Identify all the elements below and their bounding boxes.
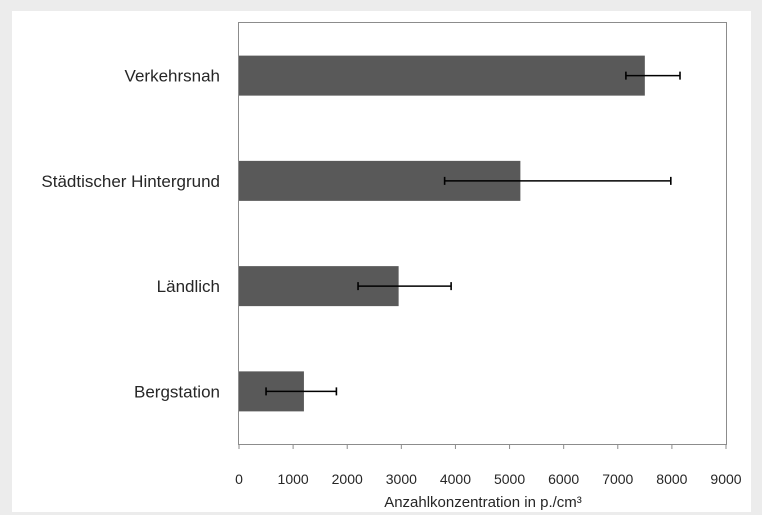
category-labels: Verkehrsnah Städtischer Hintergrund Ländli… bbox=[41, 67, 220, 402]
error-bars-group bbox=[265, 71, 681, 396]
category-label-bergstation: Bergstation bbox=[134, 382, 220, 401]
error-bar-landlich bbox=[357, 282, 452, 291]
bar-verkehrsnah bbox=[239, 55, 645, 96]
category-label-stadtischer-hintergrund: Städtischer Hintergrund bbox=[41, 172, 220, 191]
x-axis-ticks: 0 1000 2000 3000 4000 5000 6000 7000 8000 9000 bbox=[235, 444, 742, 487]
x-tick-label-7000: 7000 bbox=[602, 471, 633, 487]
x-tick-label-2000: 2000 bbox=[332, 471, 363, 487]
x-tick-label-3000: 3000 bbox=[386, 471, 417, 487]
x-tick-label-5000: 5000 bbox=[494, 471, 525, 487]
x-tick-label-1000: 1000 bbox=[278, 471, 309, 487]
x-tick-label-0: 0 bbox=[235, 471, 243, 487]
category-label-landlich: Ländlich bbox=[157, 277, 220, 296]
x-tick-label-9000: 9000 bbox=[710, 471, 741, 487]
error-bar-bergstation bbox=[265, 387, 338, 396]
x-tick-label-6000: 6000 bbox=[548, 471, 579, 487]
plot-area-border bbox=[238, 22, 727, 445]
x-tick-label-8000: 8000 bbox=[656, 471, 687, 487]
x-axis-title: Anzahlkonzentration in p./cm³ bbox=[384, 494, 582, 511]
category-label-verkehrsnah: Verkehrsnah bbox=[125, 67, 220, 86]
error-bar-verkehrsnah bbox=[625, 71, 681, 80]
x-tick-label-4000: 4000 bbox=[440, 471, 471, 487]
error-bar-stadtischer-hintergrund bbox=[443, 176, 672, 185]
bars-group bbox=[239, 55, 645, 412]
